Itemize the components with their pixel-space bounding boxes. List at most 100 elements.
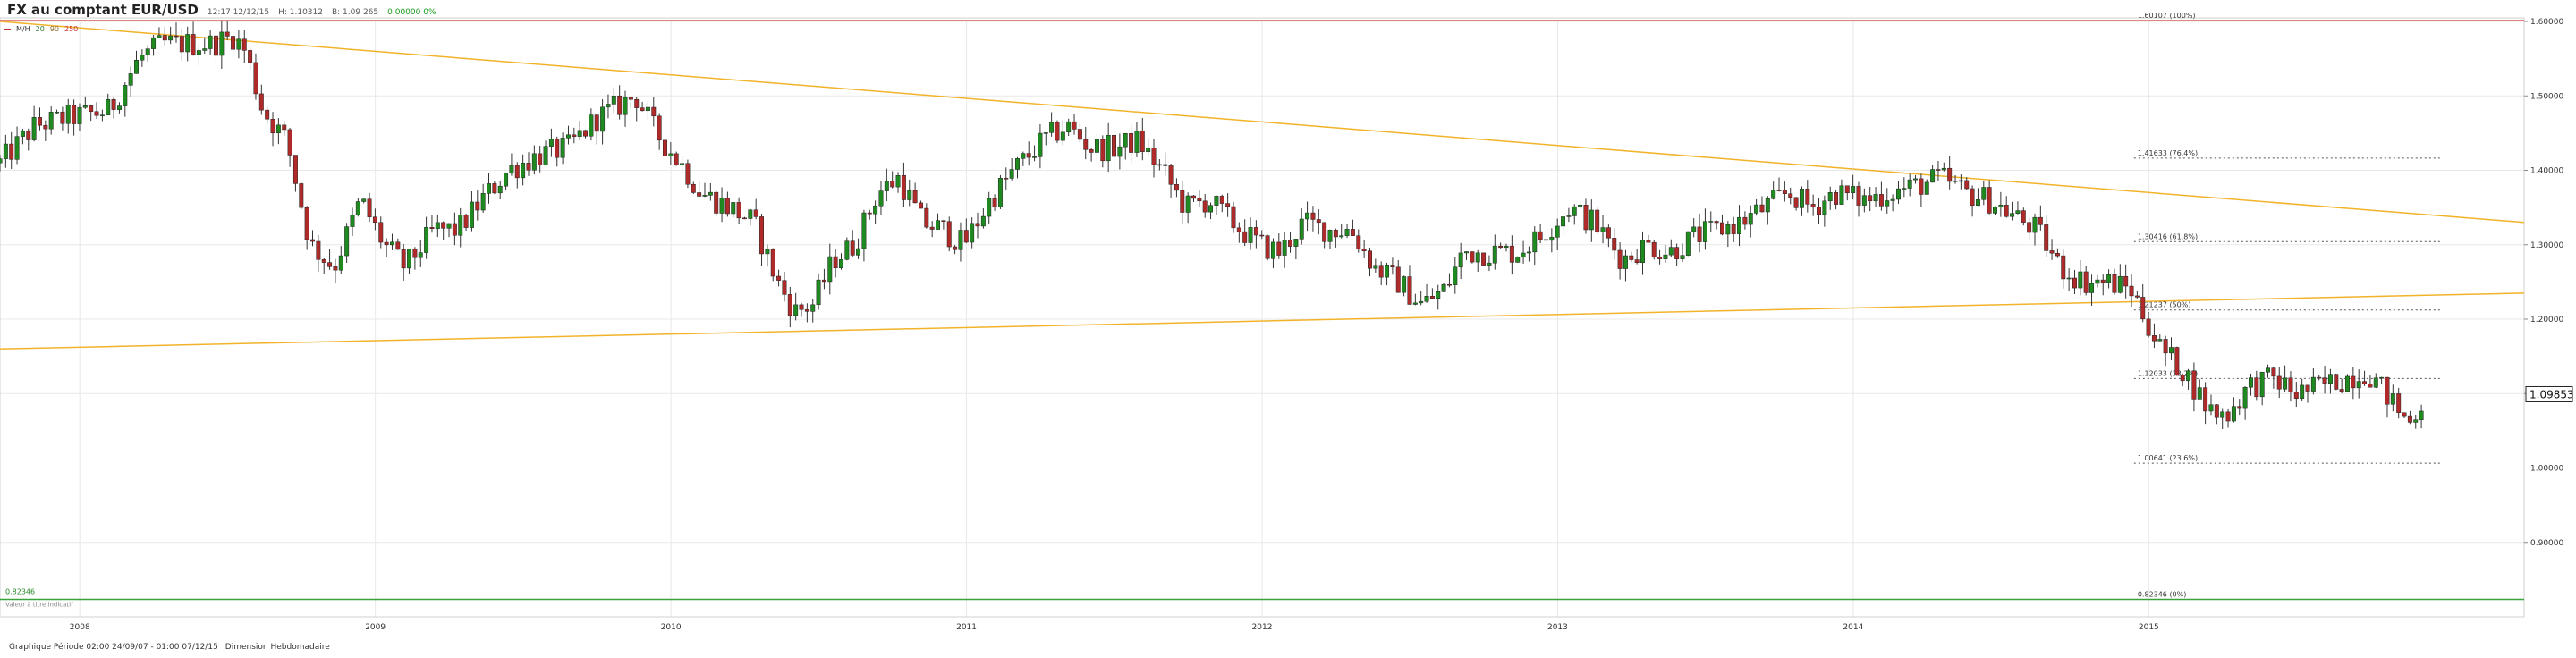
candle-body (390, 241, 394, 246)
candle-body (1129, 132, 1134, 153)
y-tick-label: 1.60000 (2530, 18, 2563, 27)
y-tick-label: 0.90000 (2530, 539, 2563, 548)
candle-body (497, 185, 503, 194)
candle-body (697, 192, 702, 197)
candle-body (657, 115, 662, 141)
candle-body (327, 262, 333, 267)
candle-body (1112, 134, 1116, 157)
candle-body (1429, 296, 1435, 299)
candle-body (2362, 381, 2368, 384)
candle-body (1316, 219, 1321, 224)
candle-body (1878, 194, 1884, 207)
candle-body (1861, 195, 1867, 206)
candle-body (548, 139, 554, 147)
candle-body (1629, 255, 1634, 260)
header-change: 0.00000 0% (387, 8, 436, 17)
candle-body (1464, 251, 1469, 254)
candle-body (1714, 221, 1719, 224)
candle-body (2305, 384, 2310, 392)
candle-body (901, 175, 906, 200)
candle-body (1385, 265, 1390, 278)
candle-body (1754, 204, 1759, 214)
candle-body (174, 35, 179, 38)
candle-body (1049, 122, 1055, 133)
candle-body (1589, 209, 1594, 231)
legend-label: M/H (16, 25, 30, 33)
candle-body (594, 114, 599, 132)
candle-body (1310, 212, 1316, 220)
candle-body (407, 249, 412, 269)
candle-body (1026, 153, 1031, 158)
candle-body (1236, 227, 1241, 232)
candle-body (1378, 265, 1384, 278)
candle-body (1043, 132, 1048, 134)
candle-body (2191, 370, 2197, 400)
candle-body (1225, 203, 1231, 207)
candle-body (225, 31, 230, 37)
candle-body (565, 134, 571, 139)
indicator-legend[interactable]: M/H 20 90 250 (4, 25, 78, 33)
candle-body (1993, 207, 1997, 214)
candle-body (1731, 224, 1736, 234)
candle-body (1356, 235, 1361, 250)
candle-body (509, 164, 514, 174)
candle-body (441, 222, 446, 229)
candle-body (1412, 302, 1418, 305)
candle-body (1368, 250, 1372, 269)
candle-body (1202, 200, 1208, 213)
candle-body (1895, 188, 1901, 200)
candle-body (1106, 134, 1111, 162)
footer-dimension: Dimension Hebdomadaire (225, 643, 330, 652)
candle-body (1583, 205, 1589, 231)
candle-body (980, 215, 986, 227)
candle-body (1436, 291, 1441, 299)
candle-body (1788, 193, 1793, 198)
candle-body (1765, 198, 1770, 213)
candle-body (401, 249, 406, 269)
candle-body (765, 249, 770, 255)
candle-body (1657, 257, 1663, 259)
candle-body (685, 163, 691, 185)
candle-body (2288, 377, 2293, 392)
candle-body (2351, 375, 2356, 389)
candle-body (628, 97, 633, 100)
candle-body (2157, 339, 2163, 342)
candle-body (1515, 257, 1521, 263)
candle-body (987, 198, 992, 217)
candle-body (338, 255, 343, 271)
candle-body (2402, 412, 2407, 417)
candle-body (2214, 404, 2219, 418)
candle-body (1759, 204, 1765, 213)
candle-body (1827, 192, 1833, 202)
candle-body (275, 124, 281, 134)
candle-body (680, 163, 685, 165)
candle-body (748, 209, 753, 219)
candle-body (1276, 241, 1282, 256)
candle-body (248, 50, 253, 63)
candle-body (1975, 199, 1980, 207)
candle-body (77, 106, 82, 124)
x-tick-label: 2009 (365, 623, 386, 632)
candle-body (827, 256, 833, 283)
chart-footer: Graphique Période 02:00 24/09/07 - 01:00… (9, 643, 330, 652)
candle-body (1492, 245, 1497, 264)
candle-body (2339, 389, 2344, 392)
candle-body (1146, 148, 1151, 152)
candle-body (2419, 410, 2424, 420)
candle-body (912, 190, 918, 204)
candle-body (833, 256, 838, 268)
candle-body (1930, 169, 1936, 183)
candle-body (1402, 276, 1407, 293)
candle-body (2095, 279, 2100, 284)
y-tick-label: 1.50000 (2530, 92, 2563, 101)
candle-body (378, 222, 384, 243)
candle-body (2180, 375, 2185, 382)
candle-body (469, 201, 474, 228)
candle-body (1532, 231, 1538, 253)
candle-body (1282, 240, 1287, 256)
candle-body (1424, 296, 1429, 302)
candle-body (350, 214, 355, 227)
candle-body (2027, 222, 2032, 233)
candle-body (2044, 224, 2049, 251)
